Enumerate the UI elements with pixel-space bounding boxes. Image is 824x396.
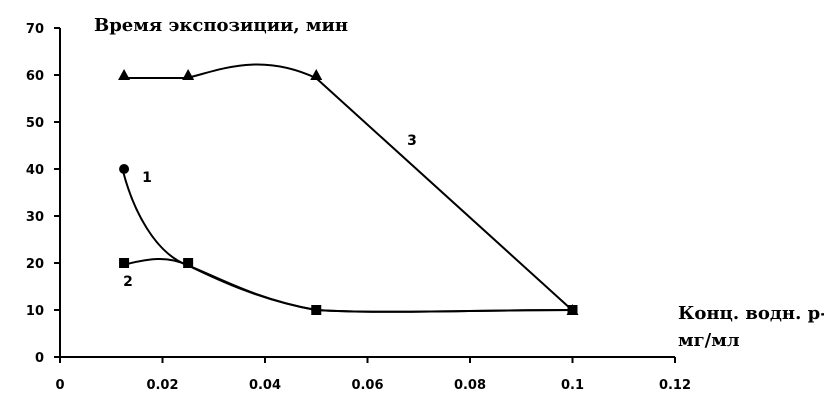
y-tick-label: 0 <box>35 351 44 366</box>
y-axis-title: Время экспозиции, мин <box>94 15 348 36</box>
series-1-point <box>119 164 130 174</box>
x-tick-label: 0.1 <box>561 378 584 393</box>
series-3-line <box>123 63 573 311</box>
x-axis-title-line-2: мг/мл <box>678 330 740 351</box>
x-tick-label: 0.06 <box>351 378 383 393</box>
x-tick-label: 0.04 <box>249 378 281 393</box>
y-tick-label: 60 <box>26 69 44 84</box>
x-tick-label: 0 <box>55 378 64 393</box>
series-group <box>118 63 579 315</box>
series-3-label: 3 <box>407 133 417 149</box>
x-tick-label: 0.12 <box>659 378 691 393</box>
series-2-point <box>183 258 194 268</box>
series-3-point <box>118 69 131 80</box>
series-2-line <box>122 257 573 313</box>
series-2-point <box>119 258 130 268</box>
y-tick-label: 20 <box>26 257 44 272</box>
series-1-label: 1 <box>142 170 152 186</box>
x-tick-label: 0.02 <box>146 378 178 393</box>
tick-group: 0 0.02 0.04 0.06 0.08 0.1 0.12 0 10 20 30 40 50 60 70 <box>26 22 691 393</box>
series-2-point <box>311 305 322 315</box>
series-3-point <box>566 304 579 315</box>
x-tick-label: 0.08 <box>454 378 486 393</box>
series-label-group: 1 2 3 <box>123 133 417 290</box>
series-1-line <box>122 170 573 313</box>
y-tick-label: 70 <box>26 22 44 37</box>
series-3-point <box>310 69 323 80</box>
y-tick-label: 30 <box>26 210 44 225</box>
series-3-point <box>182 69 195 80</box>
y-tick-label: 10 <box>26 304 44 319</box>
y-tick-label: 50 <box>26 116 44 131</box>
series-2-label: 2 <box>123 274 133 290</box>
x-axis-title-line-1: Конц. водн. р-ра, <box>678 303 824 324</box>
y-tick-label: 40 <box>26 163 44 178</box>
